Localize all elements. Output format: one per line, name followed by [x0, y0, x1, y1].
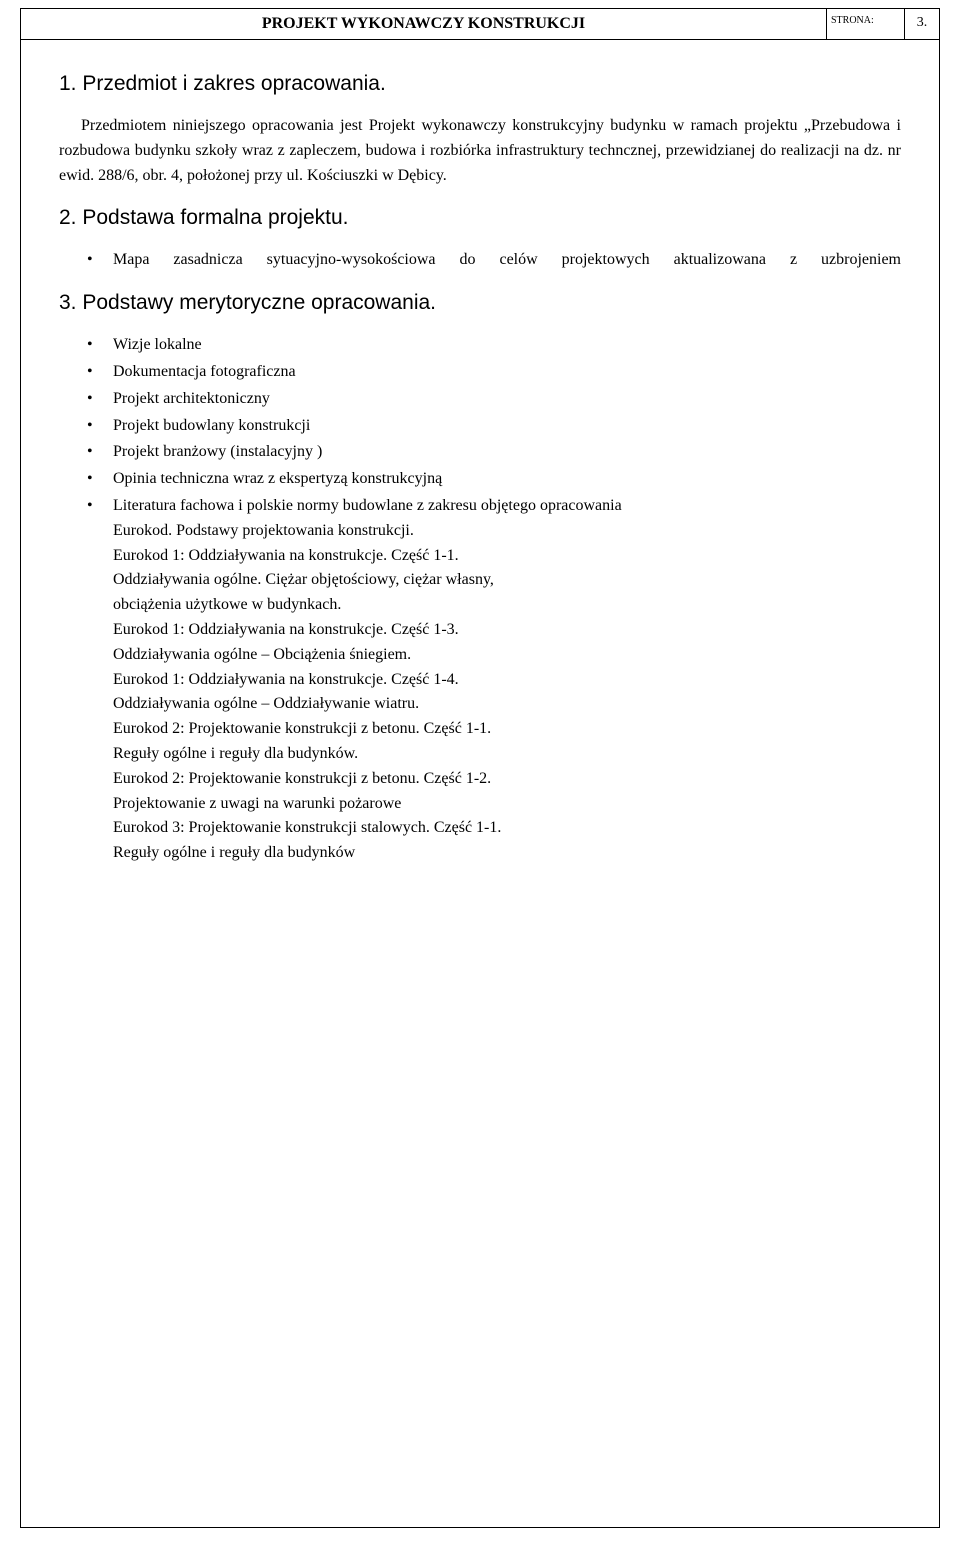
list-item-text: Projekt architektoniczny	[113, 390, 270, 407]
section-1-heading: 1. Przedmiot i zakres opracowania.	[59, 72, 901, 96]
page-header: PROJEKT WYKONAWCZY KONSTRUKCJI STRONA: 3…	[21, 9, 939, 40]
list-item-text: Wizje lokalne	[113, 336, 202, 353]
header-title: PROJEKT WYKONAWCZY KONSTRUKCJI	[21, 9, 827, 39]
list-item: Opinia techniczna wraz z ekspertyzą kons…	[59, 467, 901, 492]
page-body: 1. Przedmiot i zakres opracowania. Przed…	[21, 40, 939, 914]
list-item: Projekt branżowy (instalacyjny )	[59, 440, 901, 465]
list-item-text: Projekt budowlany konstrukcji	[113, 417, 310, 434]
subline: Oddziaływania ogólne. Ciężar objętościow…	[113, 568, 901, 593]
list-item: Literatura fachowa i polskie normy budow…	[59, 494, 901, 866]
subline: Projektowanie z uwagi na warunki pożarow…	[113, 792, 901, 817]
list-item-text: Mapa zasadnicza sytuacyjno-wysokościowa …	[113, 248, 901, 273]
page-frame: PROJEKT WYKONAWCZY KONSTRUKCJI STRONA: 3…	[20, 8, 940, 1528]
list-item: Dokumentacja fotograficzna	[59, 360, 901, 385]
subline: Eurokod 1: Oddziaływania na konstrukcje.…	[113, 544, 901, 569]
section-2-heading: 2. Podstawa formalna projektu.	[59, 206, 901, 230]
list-item: Mapa zasadnicza sytuacyjno-wysokościowa …	[59, 248, 901, 273]
section-2-list: Mapa zasadnicza sytuacyjno-wysokościowa …	[59, 248, 901, 273]
subline: Oddziaływania ogólne – Obciążenia śniegi…	[113, 643, 901, 668]
header-strona-label: STRONA:	[827, 9, 904, 39]
subline: Oddziaływania ogólne – Oddziaływanie wia…	[113, 692, 901, 717]
header-page-cell: STRONA:	[827, 9, 905, 39]
section-3-list: Wizje lokalne Dokumentacja fotograficzna…	[59, 333, 901, 866]
list-item-sublines: Eurokod. Podstawy projektowania konstruk…	[113, 519, 901, 866]
subline: Eurokod 1: Oddziaływania na konstrukcje.…	[113, 618, 901, 643]
subline: Eurokod 2: Projektowanie konstrukcji z b…	[113, 767, 901, 792]
list-item-text: Literatura fachowa i polskie normy budow…	[113, 497, 622, 514]
list-item-text: Projekt branżowy (instalacyjny )	[113, 443, 322, 460]
subline: Eurokod 3: Projektowanie konstrukcji sta…	[113, 816, 901, 841]
subline: Eurokod. Podstawy projektowania konstruk…	[113, 519, 901, 544]
list-item: Projekt architektoniczny	[59, 387, 901, 412]
section-1-paragraph: Przedmiotem niniejszego opracowania jest…	[59, 114, 901, 188]
list-item-text: Dokumentacja fotograficzna	[113, 363, 296, 380]
list-item: Projekt budowlany konstrukcji	[59, 414, 901, 439]
subline: Eurokod 2: Projektowanie konstrukcji z b…	[113, 717, 901, 742]
subline: Eurokod 1: Oddziaływania na konstrukcje.…	[113, 668, 901, 693]
subline: obciążenia użytkowe w budynkach.	[113, 593, 901, 618]
subline: Reguły ogólne i reguły dla budynków.	[113, 742, 901, 767]
list-item-text: Opinia techniczna wraz z ekspertyzą kons…	[113, 470, 442, 487]
section-3-heading: 3. Podstawy merytoryczne opracowania.	[59, 291, 901, 315]
list-item: Wizje lokalne	[59, 333, 901, 358]
header-page-number: 3.	[905, 9, 939, 39]
subline: Reguły ogólne i reguły dla budynków	[113, 841, 901, 866]
